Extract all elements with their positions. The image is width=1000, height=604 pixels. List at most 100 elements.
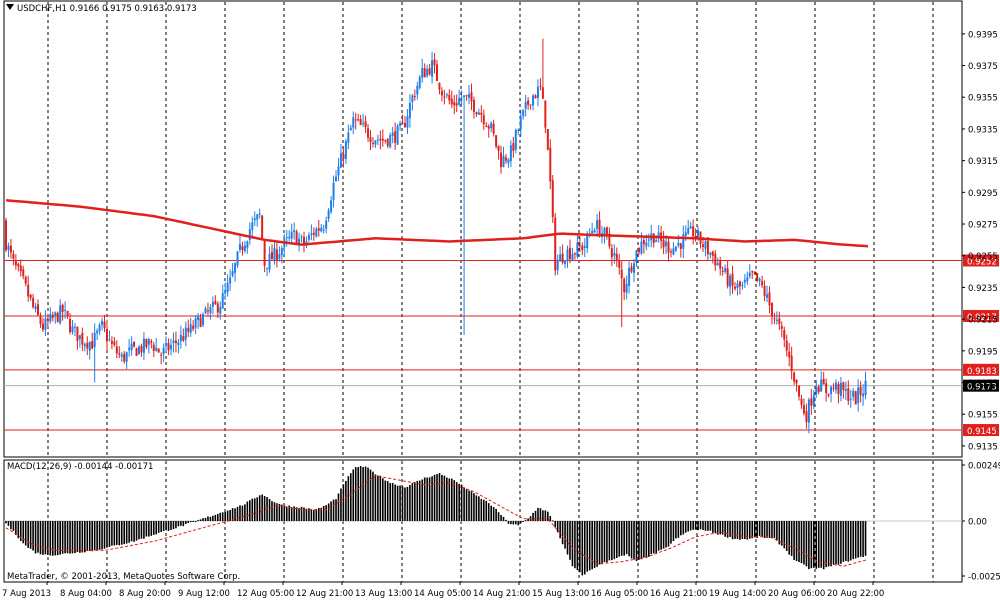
macd-bar: [10, 521, 12, 530]
candle-body: [748, 272, 751, 277]
candle-body: [509, 145, 512, 162]
candle-body: [536, 87, 539, 98]
candle-body: [399, 123, 402, 126]
macd-bar: [172, 521, 175, 530]
candle-body: [303, 237, 306, 246]
candle-body: [468, 94, 471, 98]
candle-body: [386, 139, 389, 146]
current-price-label-bg: [963, 379, 999, 392]
candle-body: [610, 248, 613, 258]
candle-body: [41, 323, 44, 330]
candle-body: [766, 294, 769, 298]
macd-bar: [217, 513, 219, 521]
macd-bar: [103, 521, 106, 549]
macd-bar: [601, 521, 603, 565]
macd-bar: [709, 521, 712, 531]
macd-y-axis: 0.00249 0.00 -0.00253: [962, 462, 1000, 583]
macd-bar: [542, 510, 544, 521]
candle-body: [603, 227, 606, 236]
macd-bar: [564, 521, 566, 549]
candle-body: [751, 271, 754, 273]
candle-body: [418, 76, 421, 88]
candle-body: [105, 328, 108, 342]
symbol-menu-icon: [6, 4, 14, 10]
macd-bar: [379, 475, 382, 521]
macd-bar: [643, 521, 645, 558]
macd-bar: [182, 521, 185, 527]
macd-bar: [5, 521, 7, 524]
candle-body: [864, 380, 867, 396]
macd-bar: [120, 521, 123, 545]
candle-body: [522, 109, 525, 117]
macd-bar: [98, 521, 101, 550]
macd-bar: [145, 521, 148, 537]
candle-body: [770, 303, 773, 317]
candle-body: [113, 341, 116, 345]
candle-body: [199, 317, 202, 328]
candle-body: [460, 97, 463, 99]
macd-bar: [680, 521, 682, 536]
macd-bar: [118, 521, 121, 546]
candle-body: [458, 98, 461, 105]
macd-bar: [768, 521, 771, 538]
macd-bar: [684, 521, 687, 533]
macd-bar: [687, 521, 690, 532]
candle-body: [839, 382, 842, 396]
candle-body: [73, 326, 76, 328]
macd-bar: [59, 521, 61, 555]
macd-bar: [197, 520, 199, 522]
macd-bar: [221, 512, 224, 521]
macd-bar: [763, 521, 766, 539]
macd-bar: [32, 521, 34, 551]
candles: [5, 38, 867, 434]
candle-body: [61, 304, 64, 312]
macd-bar: [613, 521, 616, 560]
macd-bar: [662, 521, 665, 549]
macd-bar: [288, 505, 291, 521]
macd-bar: [712, 521, 714, 533]
macd-bar: [822, 521, 825, 570]
candle-body: [157, 348, 160, 353]
macd-bar: [426, 477, 428, 521]
candle-body: [854, 391, 857, 405]
candle-body: [275, 249, 278, 261]
y-tick-label: 0.9355: [968, 94, 998, 104]
candle-body: [22, 269, 25, 277]
candle-body: [12, 253, 15, 259]
macd-bar: [111, 521, 113, 546]
macd-bar: [744, 521, 746, 540]
y-tick-label: 0.9315: [968, 157, 998, 167]
macd-bar: [625, 521, 628, 555]
macd-bar: [214, 514, 217, 521]
macd-bar: [404, 487, 406, 521]
macd-bar: [327, 503, 330, 521]
y-tick-label: 0.9255: [968, 252, 998, 262]
moving-average-line: [5, 199, 869, 248]
macd-bar: [443, 475, 446, 521]
macd-bar: [66, 521, 69, 554]
candle-body: [24, 276, 27, 284]
macd-y-tick-label: 0.00249: [968, 462, 1000, 472]
candle-body: [556, 260, 559, 271]
macd-bar: [480, 498, 483, 521]
candle-body: [142, 338, 145, 353]
macd-bar: [793, 521, 795, 561]
candle-body: [403, 123, 406, 128]
candle-body: [347, 132, 350, 143]
candle-body: [497, 145, 500, 151]
macd-bar: [416, 480, 419, 521]
macd-bar: [352, 469, 355, 521]
macd-bar: [485, 500, 488, 521]
y-tick-label: 0.9215: [968, 316, 998, 326]
macd-bar: [704, 521, 707, 531]
candle-body: [396, 125, 399, 145]
candle-body: [704, 241, 707, 249]
macd-bar: [593, 521, 596, 569]
x-tick-label: 15 Aug 13:00: [532, 589, 589, 599]
candle-body: [849, 398, 852, 400]
macd-bar: [465, 489, 468, 521]
candle-body: [655, 239, 658, 242]
candle-body: [817, 386, 820, 392]
